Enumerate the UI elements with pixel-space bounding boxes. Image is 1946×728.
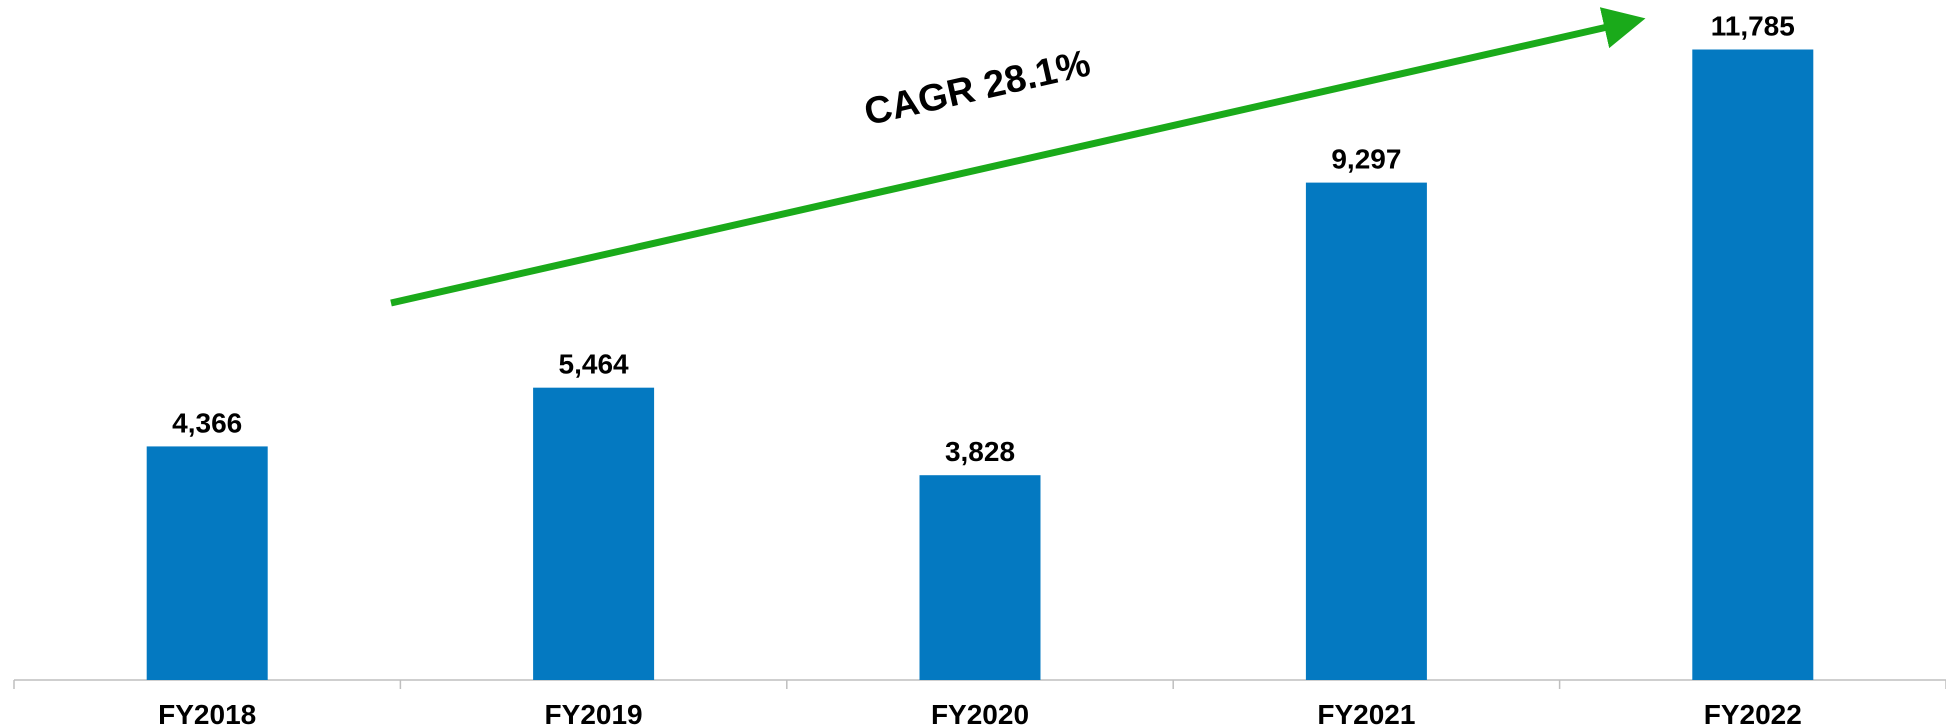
- x-tick-label: FY2021: [1317, 699, 1415, 728]
- bar: [533, 387, 655, 680]
- bar: [146, 446, 268, 680]
- data-label: 4,366: [172, 407, 242, 438]
- cagr-label: CAGR 28.1%: [860, 43, 1094, 135]
- bar: [919, 475, 1041, 680]
- x-tick-label: FY2020: [931, 699, 1029, 728]
- x-tick-label: FY2022: [1704, 699, 1802, 728]
- data-label: 3,828: [945, 436, 1015, 467]
- bar: [1305, 182, 1427, 680]
- data-label: 5,464: [559, 349, 629, 380]
- x-tick-label: FY2018: [158, 699, 256, 728]
- data-label: 9,297: [1331, 144, 1401, 175]
- cagr-arrow: [390, 7, 1646, 307]
- bar: [1692, 49, 1814, 680]
- x-tick-label: FY2019: [545, 699, 643, 728]
- data-label: 11,785: [1711, 11, 1795, 42]
